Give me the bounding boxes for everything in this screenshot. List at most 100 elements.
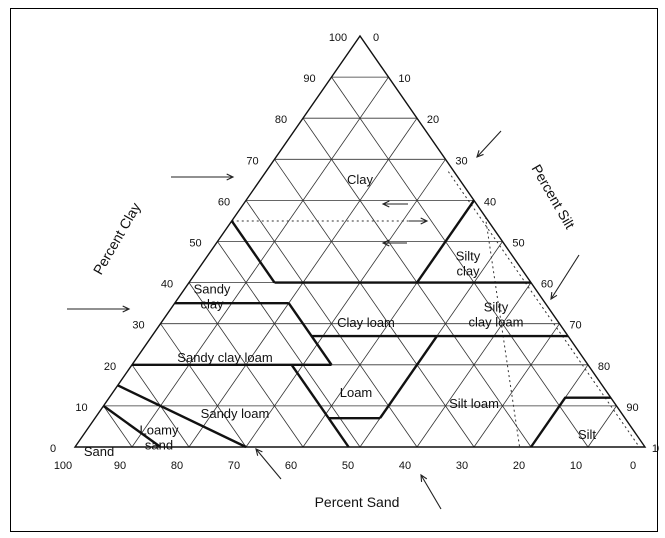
arrow-sand-right-shaft [420, 474, 442, 510]
arrow-sand-right [420, 473, 442, 510]
tick-silt-20: 20 [427, 114, 439, 126]
region-label-11-line-0: Sand [84, 444, 114, 459]
region-label-1: Silty clay [456, 249, 481, 279]
grid-line-sand-90 [103, 405, 133, 448]
arrow-sand-left-head [255, 448, 263, 456]
axis-arrows [67, 130, 580, 510]
tick-clay-80: 80 [275, 114, 287, 126]
arrow-silt-upper-head [476, 150, 484, 158]
arrow-clay-lower [67, 305, 131, 313]
region-label-6-line-0: Loam [340, 385, 373, 400]
region-label-2: Sandy clay [194, 282, 231, 312]
arrow-guide-b [381, 239, 407, 247]
tick-clay-10: 10 [75, 402, 87, 414]
arrow-silt-upper-shaft [476, 130, 502, 158]
tick-clay-50: 50 [189, 238, 201, 250]
boundary-clay-sandy-clay [230, 220, 276, 284]
tick-silt-90: 90 [626, 402, 638, 414]
arrow-clay-upper-head [226, 173, 235, 181]
arrow-guide-a [381, 200, 408, 208]
region-label-4-line-1: clay loam [469, 315, 524, 330]
arrow-clay-lower-head [122, 305, 131, 313]
guide-line-diagonal-b [484, 216, 521, 448]
tick-sand-20: 20 [513, 460, 525, 472]
arrow-guide-c [409, 217, 429, 225]
region-label-1-line-1: clay [456, 264, 480, 279]
tick-clay-40: 40 [161, 279, 173, 291]
region-label-10-line-1: sand [145, 438, 173, 453]
region-label-10: Loamy sand [139, 423, 179, 453]
tick-silt-50: 50 [512, 238, 524, 250]
guide-line-diagonal-a [447, 171, 640, 448]
tick-clay-70: 70 [246, 155, 258, 167]
tick-silt-0: 0 [373, 32, 379, 44]
boundary-clay-silty-clay [416, 199, 475, 284]
tick-silt-70: 70 [569, 320, 581, 332]
grid-line-sand-50 [217, 241, 361, 448]
tick-silt-60: 60 [541, 279, 553, 291]
region-label-8-line-0: Silt loam [449, 396, 499, 411]
tick-sand-70: 70 [228, 460, 240, 472]
axis-title-silt: Percent Silt [529, 161, 579, 231]
boundary-loamy-sand [117, 384, 247, 449]
region-label-0-line-0: Clay [347, 172, 374, 187]
tick-silt-80: 80 [598, 361, 610, 373]
boundary-sandy-loam-base [327, 417, 350, 448]
region-label-11: Sand [84, 444, 114, 459]
arrow-sand-left [255, 448, 282, 480]
region-label-9: Silt [578, 427, 596, 442]
tick-clay-30: 30 [132, 320, 144, 332]
tick-clay-20: 20 [104, 361, 116, 373]
boundary-silt-loam [530, 396, 611, 448]
region-label-10-line-0: Loamy [139, 423, 179, 438]
region-label-5: Sandy clay loam [177, 350, 272, 365]
arrow-sand-left-shaft [255, 448, 282, 480]
tick-silt-100: 100 [652, 443, 659, 455]
region-label-4: Silty clay loam [469, 300, 524, 330]
region-label-2-line-0: Sandy [194, 282, 231, 297]
region-label-0: Clay [347, 172, 374, 187]
arrow-guide-b-head [381, 239, 390, 247]
grid-line-silt-90 [587, 405, 617, 448]
tick-sand-50: 50 [342, 460, 354, 472]
arrow-silt-lower-shaft [550, 254, 580, 300]
arrow-silt-upper [476, 130, 502, 158]
grid-line-silt-30 [245, 159, 446, 448]
tick-sand-10: 10 [570, 460, 582, 472]
tick-clay-100: 100 [329, 32, 347, 44]
axis-title-sand: Percent Sand [315, 494, 400, 510]
boundary-loam-silt [378, 335, 438, 419]
region-label-1-line-0: Silty [456, 249, 481, 264]
region-label-3-line-0: Clay loam [337, 315, 395, 330]
tick-silt-40: 40 [484, 196, 496, 208]
region-label-2-line-1: clay [200, 297, 224, 312]
boundary-sand [102, 404, 162, 448]
region-label-5-line-0: Sandy clay loam [177, 350, 272, 365]
tick-silt-30: 30 [455, 155, 467, 167]
grid-line-sand-30 [274, 159, 475, 448]
region-label-6: Loam [340, 385, 373, 400]
region-label-8: Silt loam [449, 396, 499, 411]
region-label-4-line-0: Silty [484, 300, 509, 315]
region-label-7-line-0: Sandy loam [201, 406, 270, 421]
grid-line-sand-70 [160, 323, 247, 448]
arrow-silt-lower [550, 254, 580, 301]
arrow-sand-right-head [420, 473, 428, 483]
tick-clay-60: 60 [218, 196, 230, 208]
tick-sand-30: 30 [456, 460, 468, 472]
triangle-border [73, 34, 647, 448]
grid-line-silt-60 [416, 282, 532, 448]
grid-line-silt-70 [473, 323, 560, 448]
region-label-3: Clay loam [337, 315, 395, 330]
class-boundaries [102, 199, 611, 449]
axis-title-clay: Percent Clay [90, 200, 144, 277]
arrow-clay-upper [171, 173, 235, 181]
tick-sand-40: 40 [399, 460, 411, 472]
tick-sand-100: 100 [54, 460, 72, 472]
tick-sand-60: 60 [285, 460, 297, 472]
tick-clay-90: 90 [303, 73, 315, 85]
triangle-outline [73, 34, 647, 448]
